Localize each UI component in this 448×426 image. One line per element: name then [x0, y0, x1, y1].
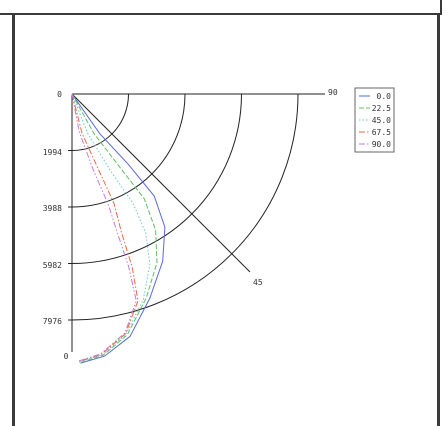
series-line-4 — [71, 93, 137, 362]
angle-line-45 — [71, 93, 251, 273]
chart-grid — [68, 93, 325, 352]
legend-label-2: 45.0 — [372, 116, 391, 125]
angle-label-0: 0 — [57, 90, 62, 99]
legend-label-4: 90.0 — [372, 140, 391, 149]
series-line-1 — [71, 93, 158, 364]
radial-tick-5982: 5982 — [43, 261, 62, 270]
legend: 0.0 22.5 45.0 67.5 90.0 — [354, 87, 395, 153]
angle-label-90: 90 — [328, 88, 338, 97]
top-panel-edge — [0, 0, 442, 15]
left-panel-border — [12, 13, 15, 426]
series-line-3 — [71, 93, 139, 362]
legend-label-3: 67.5 — [372, 128, 391, 137]
series-line-2 — [71, 93, 151, 363]
bottom-axis-label: 0 — [64, 352, 69, 361]
right-panel-border — [437, 13, 440, 426]
legend-label-1: 22.5 — [372, 104, 391, 113]
series-line-0 — [71, 93, 166, 364]
radial-tick-1994: 1994 — [43, 148, 62, 157]
radial-tick-7976: 7976 — [43, 317, 62, 326]
angle-label-45: 45 — [253, 278, 263, 287]
chart-series — [71, 93, 166, 364]
radial-tick-3988: 3988 — [43, 204, 62, 213]
legend-label-0: 0.0 — [377, 92, 392, 101]
legend-box — [354, 87, 395, 153]
